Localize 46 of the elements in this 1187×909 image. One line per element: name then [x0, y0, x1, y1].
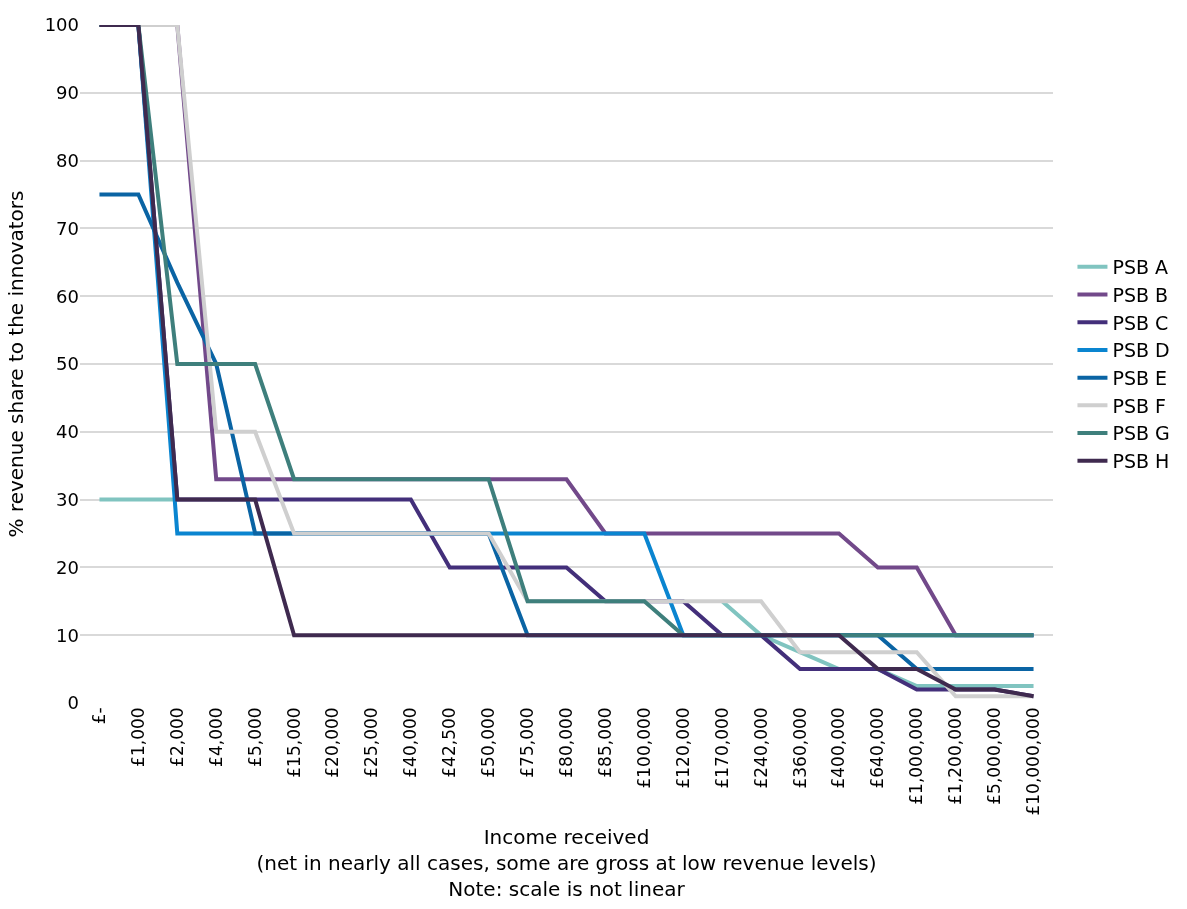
- y-axis-title: % revenue share to the innovators: [4, 190, 29, 538]
- x-tick-label: £85,000: [594, 707, 615, 778]
- y-tick-label: 50: [56, 353, 79, 375]
- x-tick-label: £100,000: [633, 707, 654, 789]
- legend-label: PSB B: [1112, 283, 1169, 306]
- x-tick-label: £640,000: [867, 707, 888, 789]
- x-tick-label: £75,000: [517, 707, 538, 778]
- x-tick-label: £80,000: [556, 707, 577, 778]
- legend-label: PSB G: [1112, 422, 1170, 445]
- legend-label: PSB D: [1112, 339, 1170, 362]
- y-tick-label: 90: [56, 82, 79, 104]
- x-tick-label: £1,000,000: [906, 707, 927, 805]
- y-tick-label: 20: [56, 556, 79, 578]
- x-tick-label: £10,000,000: [1023, 707, 1044, 816]
- x-tick-label: £1,200,000: [945, 707, 966, 805]
- x-tick-label: £240,000: [750, 707, 771, 789]
- x-tick-label: £170,000: [711, 707, 732, 789]
- y-tick-label: 0: [67, 692, 79, 714]
- x-tick-label: £50,000: [478, 707, 499, 778]
- x-tick-label: £5,000,000: [984, 707, 1005, 805]
- y-tick-label: 100: [44, 14, 79, 36]
- x-tick-label: £5,000: [244, 707, 265, 767]
- x-tick-label: £40,000: [400, 707, 421, 778]
- x-tick-label: £4,000: [205, 707, 226, 767]
- x-tick-label: £20,000: [322, 707, 343, 778]
- y-tick-label: 40: [56, 421, 79, 443]
- x-tick-label: £2,000: [166, 707, 187, 767]
- y-tick-label: 80: [56, 149, 79, 171]
- x-tick-label: £360,000: [789, 707, 810, 789]
- x-tick-label: £42,500: [439, 707, 460, 778]
- legend-label: PSB C: [1112, 311, 1169, 334]
- x-tick-label: £120,000: [672, 707, 693, 789]
- x-tick-label: £25,000: [361, 707, 382, 778]
- x-tick-label: £-: [88, 707, 109, 725]
- legend-label: PSB F: [1112, 394, 1166, 417]
- y-tick-label: 30: [56, 488, 79, 510]
- legend-label: PSB H: [1112, 450, 1170, 473]
- x-tick-label: £400,000: [828, 707, 849, 789]
- legend-label: PSB E: [1112, 367, 1168, 390]
- x-axis-title: Income received (net in nearly all cases, some are gross at low revenue levels) Note: scale is not linear: [256, 825, 877, 902]
- x-tick-label: £15,000: [283, 707, 304, 778]
- legend-label: PSB A: [1112, 256, 1169, 279]
- y-tick-label: 10: [56, 624, 79, 646]
- y-tick-label: 60: [56, 285, 79, 307]
- y-tick-label: 70: [56, 217, 79, 239]
- x-tick-label: £1,000: [127, 707, 148, 767]
